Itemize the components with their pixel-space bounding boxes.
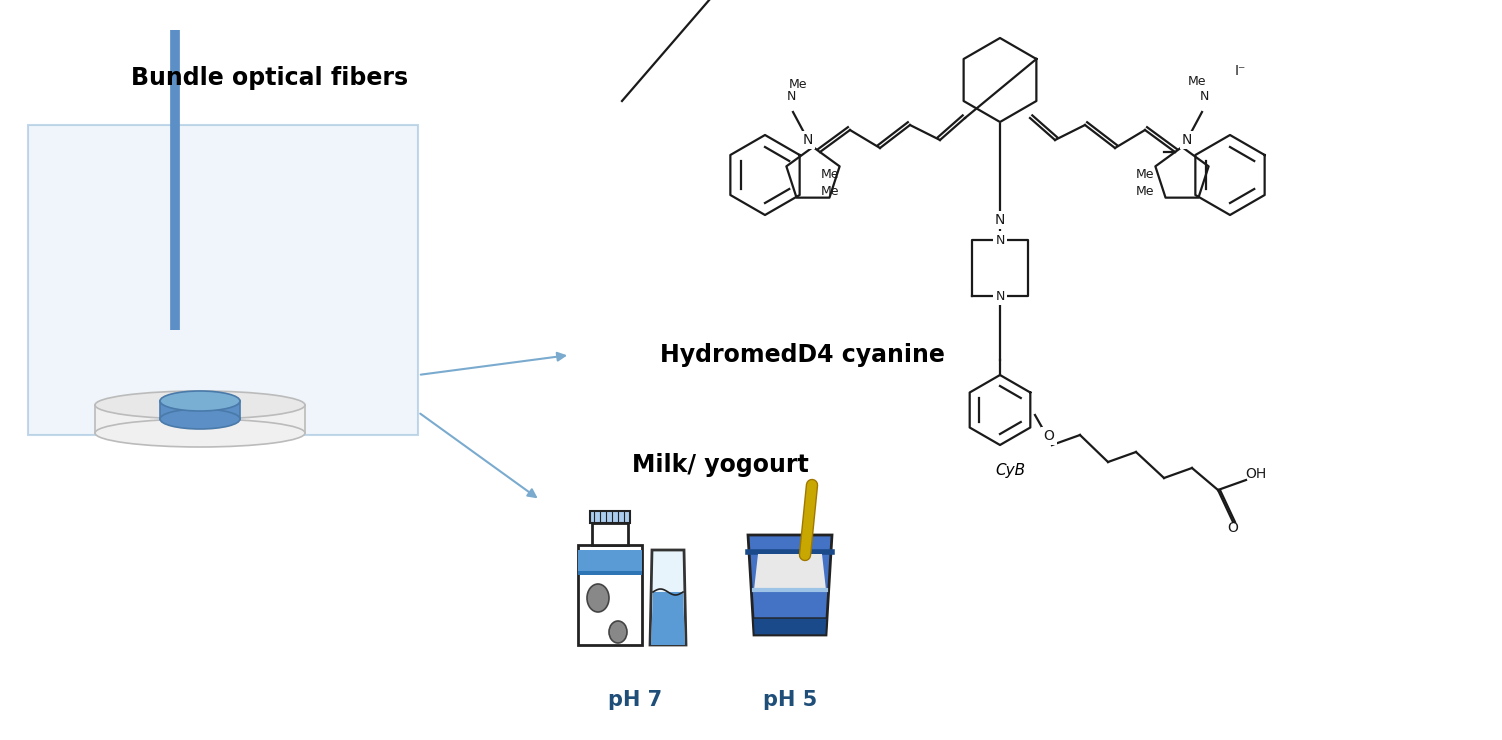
Text: N: N — [1199, 90, 1209, 103]
Text: pH 7: pH 7 — [608, 690, 662, 710]
Text: Me: Me — [822, 185, 840, 198]
Text: O: O — [1044, 429, 1054, 443]
Polygon shape — [754, 554, 826, 590]
Text: pH 5: pH 5 — [763, 690, 817, 710]
Bar — [578, 550, 641, 572]
Text: I⁻: I⁻ — [1235, 64, 1245, 78]
Bar — [161, 401, 240, 419]
Ellipse shape — [587, 584, 608, 612]
Bar — [590, 511, 629, 523]
Text: Me: Me — [1136, 168, 1154, 181]
Polygon shape — [650, 550, 686, 645]
Text: OH: OH — [1245, 467, 1266, 481]
Bar — [578, 571, 641, 575]
Bar — [578, 545, 641, 645]
Bar — [95, 405, 305, 433]
Ellipse shape — [608, 621, 626, 643]
Bar — [592, 523, 628, 545]
Ellipse shape — [161, 391, 240, 411]
Ellipse shape — [95, 391, 305, 419]
Text: N: N — [1182, 133, 1193, 147]
Text: N: N — [996, 289, 1005, 303]
Text: N: N — [994, 213, 1005, 227]
Text: Me: Me — [822, 168, 840, 181]
Ellipse shape — [95, 419, 305, 447]
Text: CyB: CyB — [994, 462, 1024, 477]
Polygon shape — [650, 592, 685, 645]
Text: Milk/ yogourt: Milk/ yogourt — [632, 453, 808, 477]
Text: O: O — [1227, 521, 1239, 535]
Text: N: N — [996, 234, 1005, 246]
Ellipse shape — [161, 409, 240, 429]
Text: HydromedD4 cyanine: HydromedD4 cyanine — [659, 343, 945, 367]
Text: Me: Me — [1188, 75, 1206, 88]
Text: N: N — [802, 133, 813, 147]
Polygon shape — [748, 535, 832, 635]
Text: Bundle optical fibers: Bundle optical fibers — [132, 66, 409, 90]
Bar — [29, 125, 418, 435]
Text: Me: Me — [789, 78, 807, 91]
Text: N: N — [787, 90, 796, 103]
Polygon shape — [753, 618, 828, 635]
Text: Me: Me — [1136, 185, 1154, 198]
